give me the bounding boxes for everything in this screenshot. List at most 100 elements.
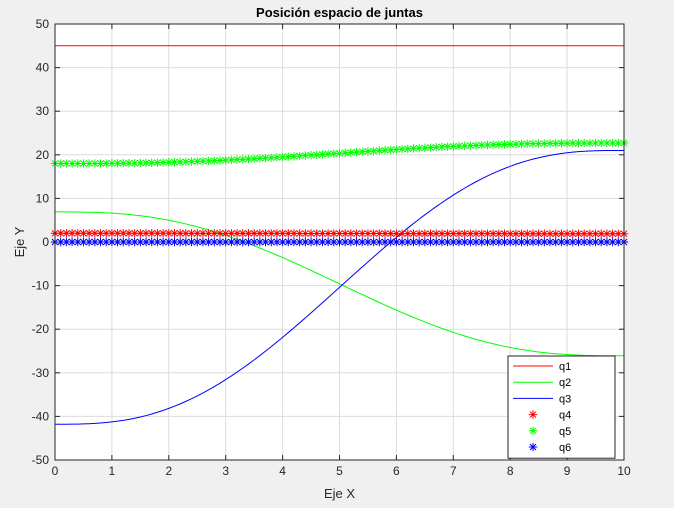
series-marker-q6 [193,237,202,247]
series-marker-q4 [557,229,566,238]
series-marker-q5 [204,156,213,166]
series-marker-q4 [414,229,424,238]
series-marker-q4 [432,229,441,238]
series-marker-q6 [141,237,151,247]
series-marker-q4 [215,229,225,238]
series-marker-q4 [130,229,139,238]
series-marker-q6 [278,237,287,247]
series-marker-q5 [238,155,247,164]
series-marker-q4 [62,229,71,238]
series-marker-q6 [432,237,441,247]
series-marker-q4 [540,229,549,238]
series-marker-q6 [443,237,452,247]
series-marker-q6 [67,237,77,247]
x-tick-label: 7 [450,464,457,478]
series-marker-q6 [454,237,464,247]
series-marker-q4 [187,229,196,238]
legend-label-q4: q4 [559,410,571,422]
series-marker-q6 [295,237,304,247]
series-marker-q5 [107,159,117,168]
series-marker-q6 [232,237,242,247]
series-marker-q6 [500,237,509,247]
series-marker-q5 [272,153,282,162]
series-marker-q6 [62,237,71,247]
series-marker-q5 [551,139,560,148]
series-marker-q5 [471,141,481,150]
series-marker-q5 [466,141,475,150]
series-marker-q5 [488,140,498,149]
series-marker-q6 [73,237,82,247]
series-marker-q5 [153,158,162,167]
legend-marker-q6 [528,442,538,452]
series-marker-q5 [432,143,441,152]
series-marker-q4 [585,229,595,238]
y-tick-label: -10 [32,279,50,293]
y-tick-label: 20 [36,148,50,162]
series-marker-q5 [534,139,543,148]
series-marker-q4 [119,229,128,238]
series-marker-q6 [215,237,225,247]
series-marker-q4 [494,229,504,238]
legend: q1 q2 q3 q4 q5 q6 [507,355,616,459]
series-marker-q6 [363,237,373,247]
series-marker-q6 [102,237,111,247]
series-marker-q6 [602,237,612,247]
series-marker-q5 [597,138,606,148]
x-tick-label: 8 [507,464,514,478]
x-tick-label: 1 [109,464,116,478]
series-marker-q4 [608,229,617,238]
series-marker-q5 [579,138,589,148]
series-marker-q5 [483,140,492,150]
series-marker-q6 [329,237,339,247]
x-tick-label: 5 [336,464,343,478]
series-marker-q4 [249,229,259,238]
series-marker-q6 [568,237,577,247]
series-marker-q6 [528,237,538,247]
series-marker-q5 [352,147,361,157]
series-marker-q6 [386,237,395,247]
series-marker-q6 [107,237,117,247]
series-marker-q4 [102,229,111,238]
series-marker-q6 [84,237,94,247]
series-marker-q5 [124,158,134,168]
series-markers-q5 [50,138,629,168]
series-markers-q4 [50,229,629,238]
series-marker-q4 [193,229,202,238]
series-marker-q6 [153,237,162,247]
series-marker-q4 [392,229,401,238]
series-marker-q5 [585,138,595,148]
series-marker-q5 [193,157,202,166]
series-marker-q6 [249,237,259,247]
series-marker-q6 [551,237,560,247]
x-tick-label: 2 [165,464,172,478]
y-tick-label: 30 [36,104,50,118]
series-marker-q6 [301,237,310,247]
series-marker-q6 [306,237,316,247]
series-marker-q6 [437,237,447,247]
series-marker-q5 [181,157,191,167]
series-marker-q4 [500,229,509,238]
series-marker-q4 [471,229,481,238]
series-marker-q5 [323,149,333,159]
series-marker-q5 [187,157,196,166]
series-marker-q5 [102,159,111,168]
series-marker-q4 [295,229,304,238]
series-marker-q4 [164,229,173,238]
series-marker-q6 [585,237,595,247]
legend-label-q3: q3 [559,393,571,405]
series-marker-q4 [420,229,430,238]
series-marker-q5 [96,159,105,168]
series-marker-q4 [232,229,242,238]
series-marker-q6 [420,237,430,247]
series-marker-q5 [227,155,236,165]
series-marker-q4 [426,229,435,238]
series-marker-q4 [153,229,162,238]
series-marker-q4 [301,229,310,238]
y-axis-label: Eje Y [12,226,27,257]
series-marker-q5 [164,158,173,167]
series-marker-q4 [323,229,333,238]
series-marker-q5 [147,158,156,167]
series-marker-q4 [380,229,390,238]
chart-title: Posición espacio de juntas [256,5,423,20]
series-marker-q6 [335,237,344,247]
